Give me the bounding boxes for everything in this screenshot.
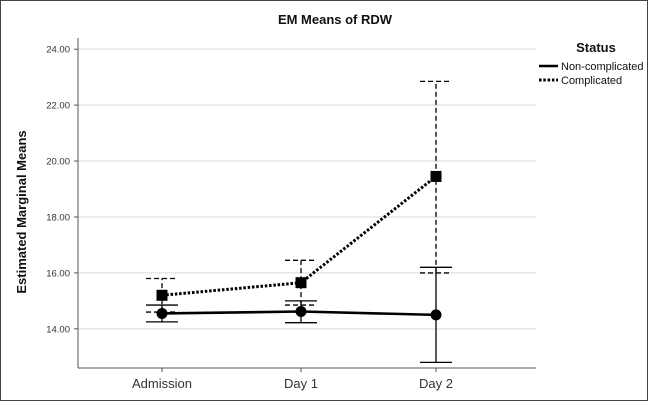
data-point <box>295 306 307 318</box>
y-tick-label: 18.00 <box>46 212 70 223</box>
legend-entry-label: Non-complicated <box>561 61 644 73</box>
legend-title: Status <box>576 40 616 55</box>
legend-entry-label: Complicated <box>561 75 622 87</box>
y-tick-label: 20.00 <box>46 157 70 168</box>
y-tick-labels: 14.00 16.00 18.00 20.00 22.00 24.00 <box>46 45 70 336</box>
series-non-complicated <box>146 266 452 364</box>
x-tick-label: Day 2 <box>419 376 453 391</box>
data-point <box>295 277 307 289</box>
y-tick-label: 14.00 <box>46 324 70 335</box>
x-tick-label: Day 1 <box>284 376 318 391</box>
data-point <box>156 289 168 301</box>
y-axis-label: Estimated Marginal Means <box>14 130 29 293</box>
x-tick-labels: Admission Day 1 Day 2 <box>132 376 453 391</box>
series-group <box>146 80 452 364</box>
data-point <box>156 307 168 319</box>
gridlines <box>78 48 536 330</box>
legend: Status Non-complicated Complicated <box>539 40 644 87</box>
data-point <box>430 309 442 321</box>
axes <box>74 38 536 372</box>
chart-title: EM Means of RDW <box>278 12 393 27</box>
y-tick-label: 16.00 <box>46 268 70 279</box>
x-tick-label: Admission <box>132 376 192 391</box>
y-tick-label: 22.00 <box>46 101 70 112</box>
y-tick-label: 24.00 <box>46 45 70 56</box>
series-complicated <box>146 80 452 313</box>
data-point <box>430 170 442 182</box>
